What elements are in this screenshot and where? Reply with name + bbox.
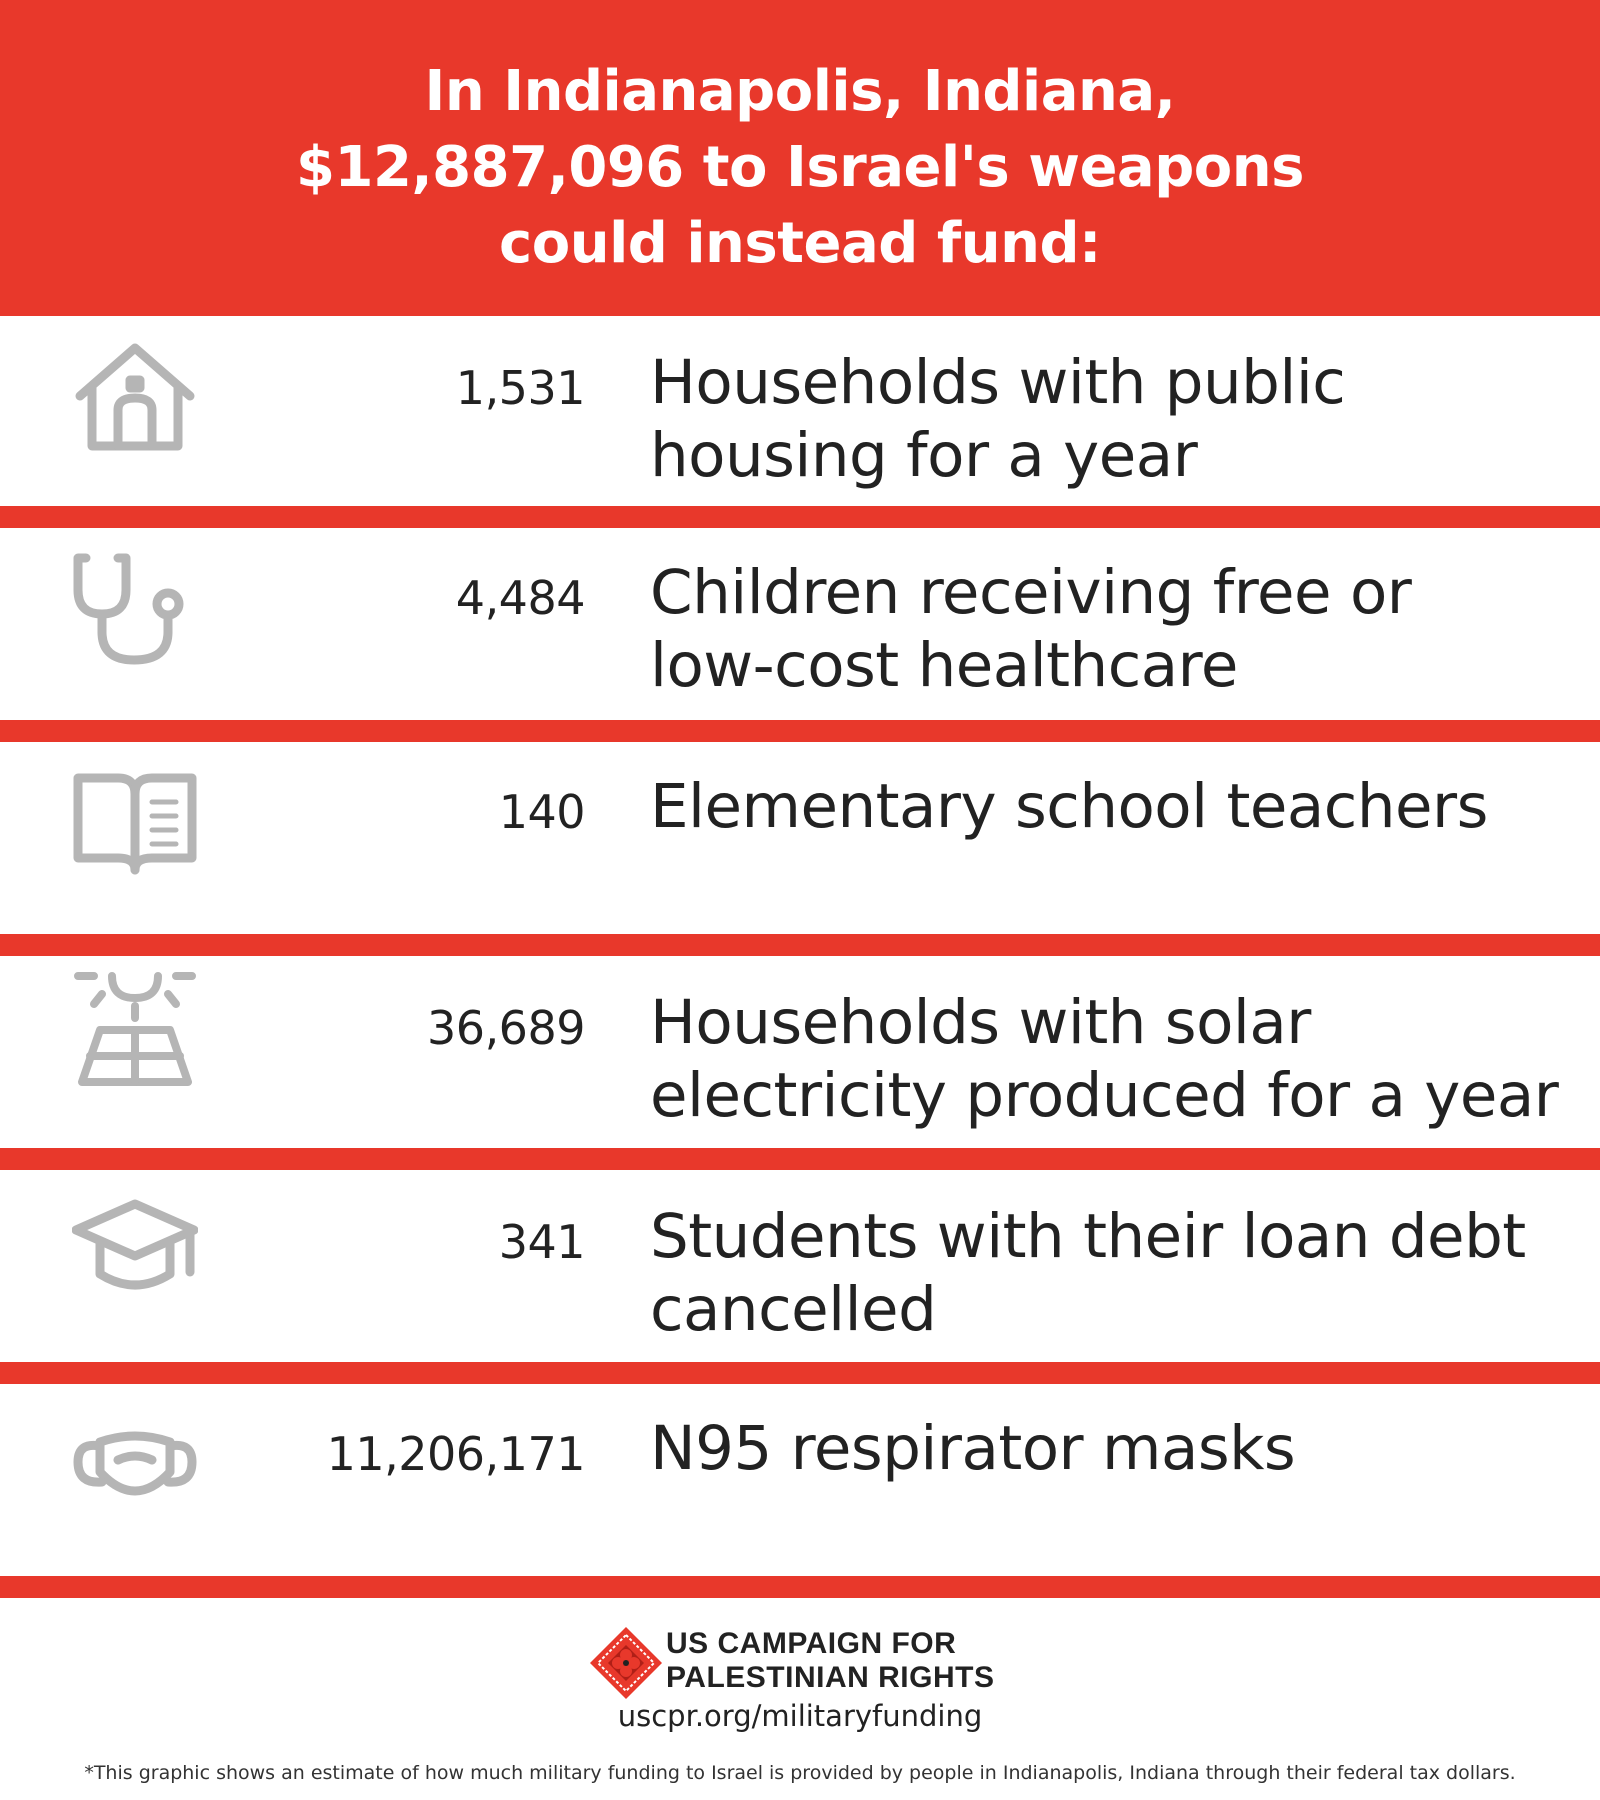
item-description-line-2: cancelled (650, 1274, 937, 1345)
face-mask-icon (72, 1402, 198, 1528)
row-divider (0, 934, 1600, 956)
solar-panel-icon (72, 970, 198, 1096)
funding-row-housing: 1,531 Households with public housing for… (0, 316, 1600, 506)
website-link[interactable]: uscpr.org/militaryfunding (617, 1699, 983, 1733)
organization-name: US CAMPAIGN FOR PALESTINIAN RIGHTS (666, 1627, 994, 1695)
house-icon (72, 336, 198, 462)
item-description: Households with public housing for a yea… (650, 346, 1570, 492)
item-description-line-1: Elementary school teachers (650, 771, 1488, 842)
uscpr-logo-icon (588, 1625, 664, 1701)
item-description-line-2: low-cost healthcare (650, 630, 1238, 701)
item-description-line-1: Households with solar (650, 987, 1311, 1058)
funding-row-masks: 11,206,171 N95 respirator masks (0, 1384, 1600, 1576)
item-description: Elementary school teachers (650, 770, 1570, 843)
item-description-line-2: housing for a year (650, 420, 1198, 491)
item-description-line-1: N95 respirator masks (650, 1413, 1296, 1484)
row-divider (0, 506, 1600, 528)
row-divider (0, 1362, 1600, 1384)
funding-row-teachers: 140 Elementary school teachers (0, 742, 1600, 934)
row-divider (0, 1148, 1600, 1170)
item-description-line-1: Students with their loan debt (650, 1201, 1526, 1272)
item-description-line-1: Children receiving free or (650, 557, 1412, 628)
item-description: Households with solar electricity produc… (650, 986, 1570, 1132)
header-banner: In Indianapolis, Indiana, $12,887,096 to… (0, 0, 1600, 316)
item-description: Students with their loan debt cancelled (650, 1200, 1570, 1346)
book-icon (72, 760, 198, 886)
item-number: 341 (498, 1215, 586, 1269)
item-description-line-1: Households with public (650, 347, 1346, 418)
item-number: 11,206,171 (326, 1427, 586, 1481)
item-number: 140 (498, 785, 586, 839)
organization-name-line-2: PALESTINIAN RIGHTS (666, 1661, 995, 1694)
organization-name-line-1: US CAMPAIGN FOR (666, 1627, 957, 1660)
headline-line-2: $12,887,096 to Israel's weapons (296, 135, 1304, 200)
row-divider (0, 720, 1600, 742)
item-number: 36,689 (427, 1001, 585, 1055)
footnote: *This graphic shows an estimate of how m… (84, 1762, 1516, 1784)
stethoscope-icon (72, 548, 198, 674)
item-number: 1,531 (455, 361, 586, 415)
item-description-line-2: electricity produced for a year (650, 1060, 1559, 1131)
headline-line-1: In Indianapolis, Indiana, (424, 59, 1176, 124)
funding-row-solar: 36,689 Households with solar electricity… (0, 956, 1600, 1148)
headline-line-3: could instead fund: (499, 211, 1101, 276)
row-divider (0, 1576, 1600, 1598)
item-description: N95 respirator masks (650, 1412, 1570, 1485)
funding-row-student-debt: 341 Students with their loan debt cancel… (0, 1170, 1600, 1362)
item-number: 4,484 (455, 571, 586, 625)
funding-row-healthcare: 4,484 Children receiving free or low-cos… (0, 528, 1600, 720)
graduation-cap-icon (72, 1190, 198, 1316)
item-description: Children receiving free or low-cost heal… (650, 556, 1570, 702)
